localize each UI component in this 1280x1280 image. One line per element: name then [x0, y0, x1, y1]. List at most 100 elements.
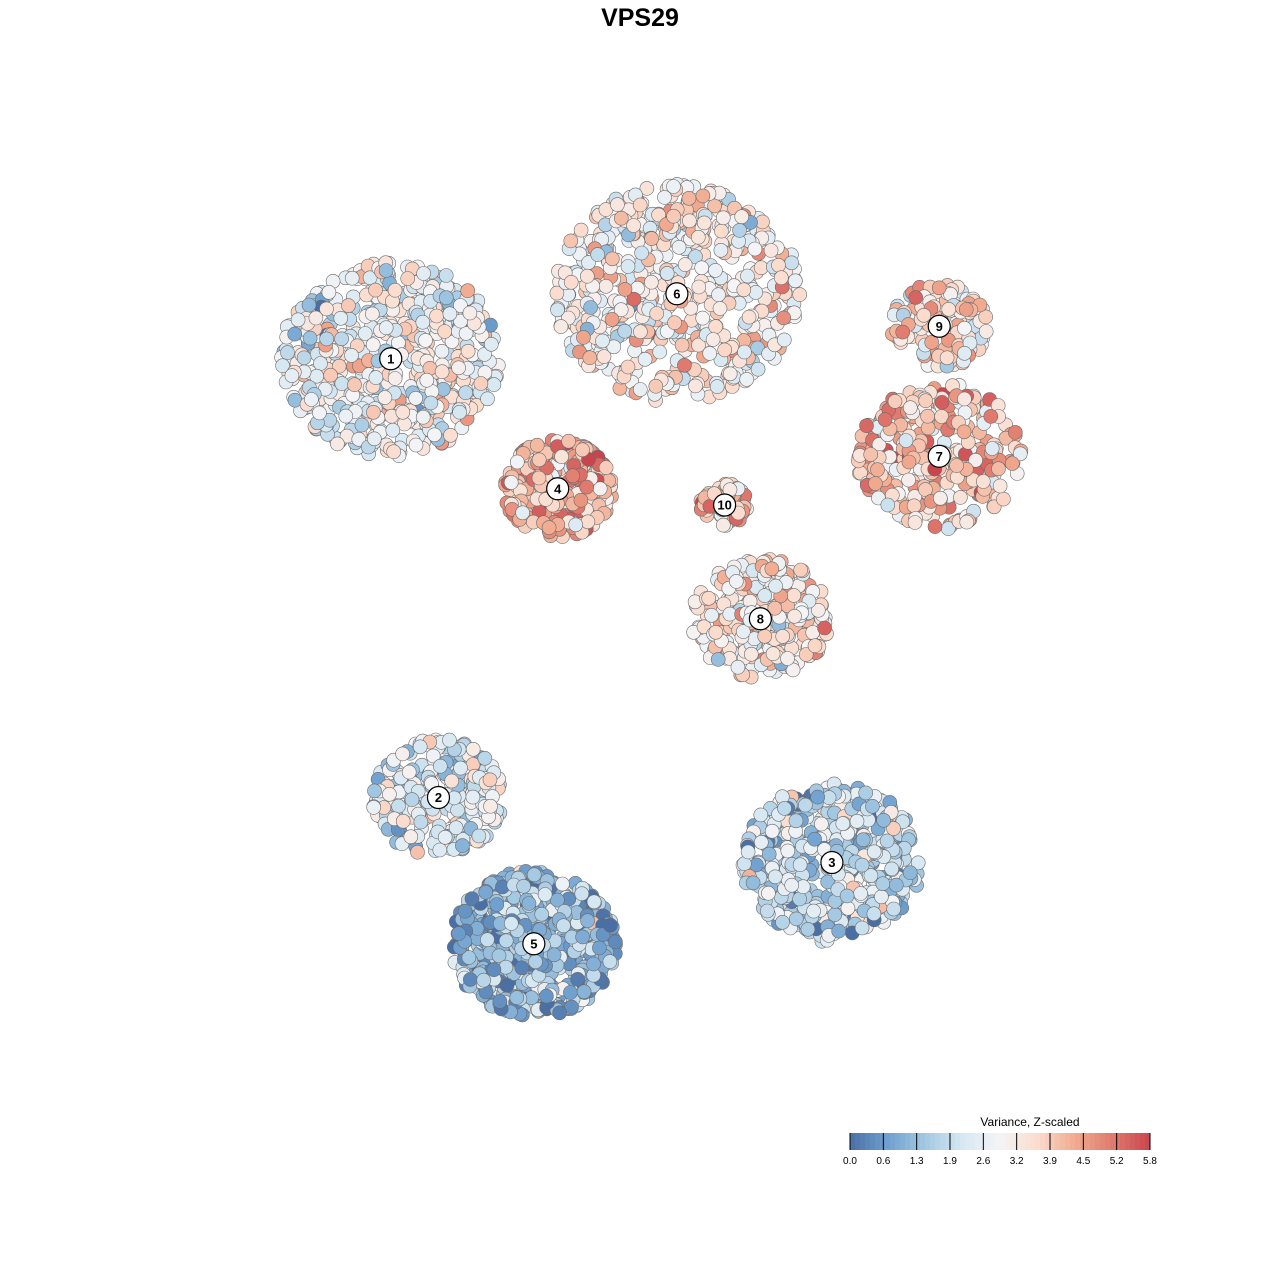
data-point	[574, 886, 590, 902]
data-point	[773, 270, 789, 286]
data-point	[531, 452, 547, 468]
data-point	[807, 831, 822, 847]
data-point	[473, 376, 489, 391]
colorbar-swatch	[1090, 1133, 1096, 1150]
data-point	[400, 271, 416, 286]
data-point	[927, 519, 943, 534]
data-point	[579, 479, 595, 495]
data-point	[886, 901, 902, 917]
data-point	[465, 741, 481, 757]
data-point	[476, 972, 492, 988]
data-point	[338, 408, 354, 424]
data-point	[313, 356, 328, 371]
data-point	[573, 492, 589, 508]
data-point	[503, 475, 519, 490]
data-point	[541, 520, 557, 535]
data-point	[763, 243, 779, 258]
colorbar-swatch	[995, 1133, 1001, 1150]
data-point	[457, 903, 473, 919]
data-point	[996, 491, 1011, 507]
data-point	[991, 461, 1006, 477]
data-point	[526, 867, 542, 883]
data-point	[866, 844, 882, 860]
data-point	[787, 273, 803, 289]
data-point	[798, 797, 813, 813]
colorbar-swatch	[1080, 1133, 1086, 1150]
colorbar-swatch	[1055, 1133, 1061, 1150]
data-point	[633, 324, 648, 340]
data-point	[717, 342, 733, 358]
data-point	[378, 320, 394, 336]
data-point	[423, 395, 439, 411]
data-point	[331, 358, 347, 374]
data-point	[391, 798, 406, 814]
data-point	[480, 932, 495, 948]
data-point	[901, 472, 916, 488]
data-point	[462, 972, 478, 987]
data-point	[975, 474, 991, 489]
cluster-label-2: 2	[426, 785, 451, 810]
data-point	[884, 861, 900, 877]
data-point	[771, 257, 786, 273]
data-point	[367, 783, 382, 799]
data-point	[617, 282, 633, 297]
data-point	[788, 911, 804, 927]
data-point	[554, 449, 569, 464]
data-point	[413, 814, 429, 830]
data-point	[840, 900, 856, 916]
colorbar-swatch	[970, 1133, 976, 1150]
data-point	[866, 906, 882, 922]
data-point	[471, 828, 487, 844]
data-point	[534, 906, 550, 922]
data-point	[477, 347, 492, 362]
data-point	[565, 468, 581, 484]
data-point	[674, 337, 690, 353]
data-point	[792, 891, 807, 907]
data-point	[539, 988, 554, 1004]
data-point	[465, 789, 481, 805]
data-point	[765, 646, 781, 662]
data-point	[404, 792, 420, 807]
data-point	[753, 807, 769, 823]
data-point	[596, 349, 612, 364]
data-point	[598, 278, 614, 294]
data-point	[739, 372, 755, 387]
data-point	[302, 330, 318, 346]
data-point	[868, 476, 883, 491]
data-point	[741, 309, 757, 325]
colorbar-swatch	[885, 1133, 891, 1150]
data-point	[408, 437, 424, 453]
data-point	[854, 857, 870, 873]
data-point	[364, 306, 380, 322]
colorbar-swatch	[985, 1133, 991, 1150]
data-point	[753, 834, 769, 850]
data-point	[515, 505, 530, 521]
data-point	[486, 962, 502, 978]
data-point	[387, 371, 403, 386]
cluster-label-text: 4	[554, 481, 562, 496]
data-point	[854, 920, 870, 936]
colorbar-swatch	[1130, 1133, 1136, 1150]
data-point	[787, 608, 802, 624]
data-point	[920, 408, 935, 424]
data-point	[776, 332, 792, 348]
data-point	[757, 628, 773, 644]
data-point	[761, 846, 777, 862]
data-point	[427, 427, 442, 443]
data-point	[516, 878, 531, 894]
data-point	[902, 865, 918, 881]
data-point	[701, 590, 717, 606]
colorbar-swatch	[1035, 1133, 1041, 1150]
colorbar-tick-label: 3.9	[1043, 1156, 1057, 1167]
data-point	[705, 332, 721, 347]
data-point	[918, 393, 934, 409]
data-point	[550, 302, 565, 318]
data-point	[780, 651, 795, 666]
data-point	[906, 498, 922, 514]
colorbar-tick-label: 0.6	[876, 1156, 890, 1167]
colorbar-swatch	[1070, 1133, 1076, 1150]
cluster-label-text: 6	[673, 286, 680, 301]
colorbar-tick-label: 0.0	[843, 1156, 857, 1167]
cluster-label-3: 3	[820, 850, 844, 875]
data-point	[464, 891, 480, 907]
